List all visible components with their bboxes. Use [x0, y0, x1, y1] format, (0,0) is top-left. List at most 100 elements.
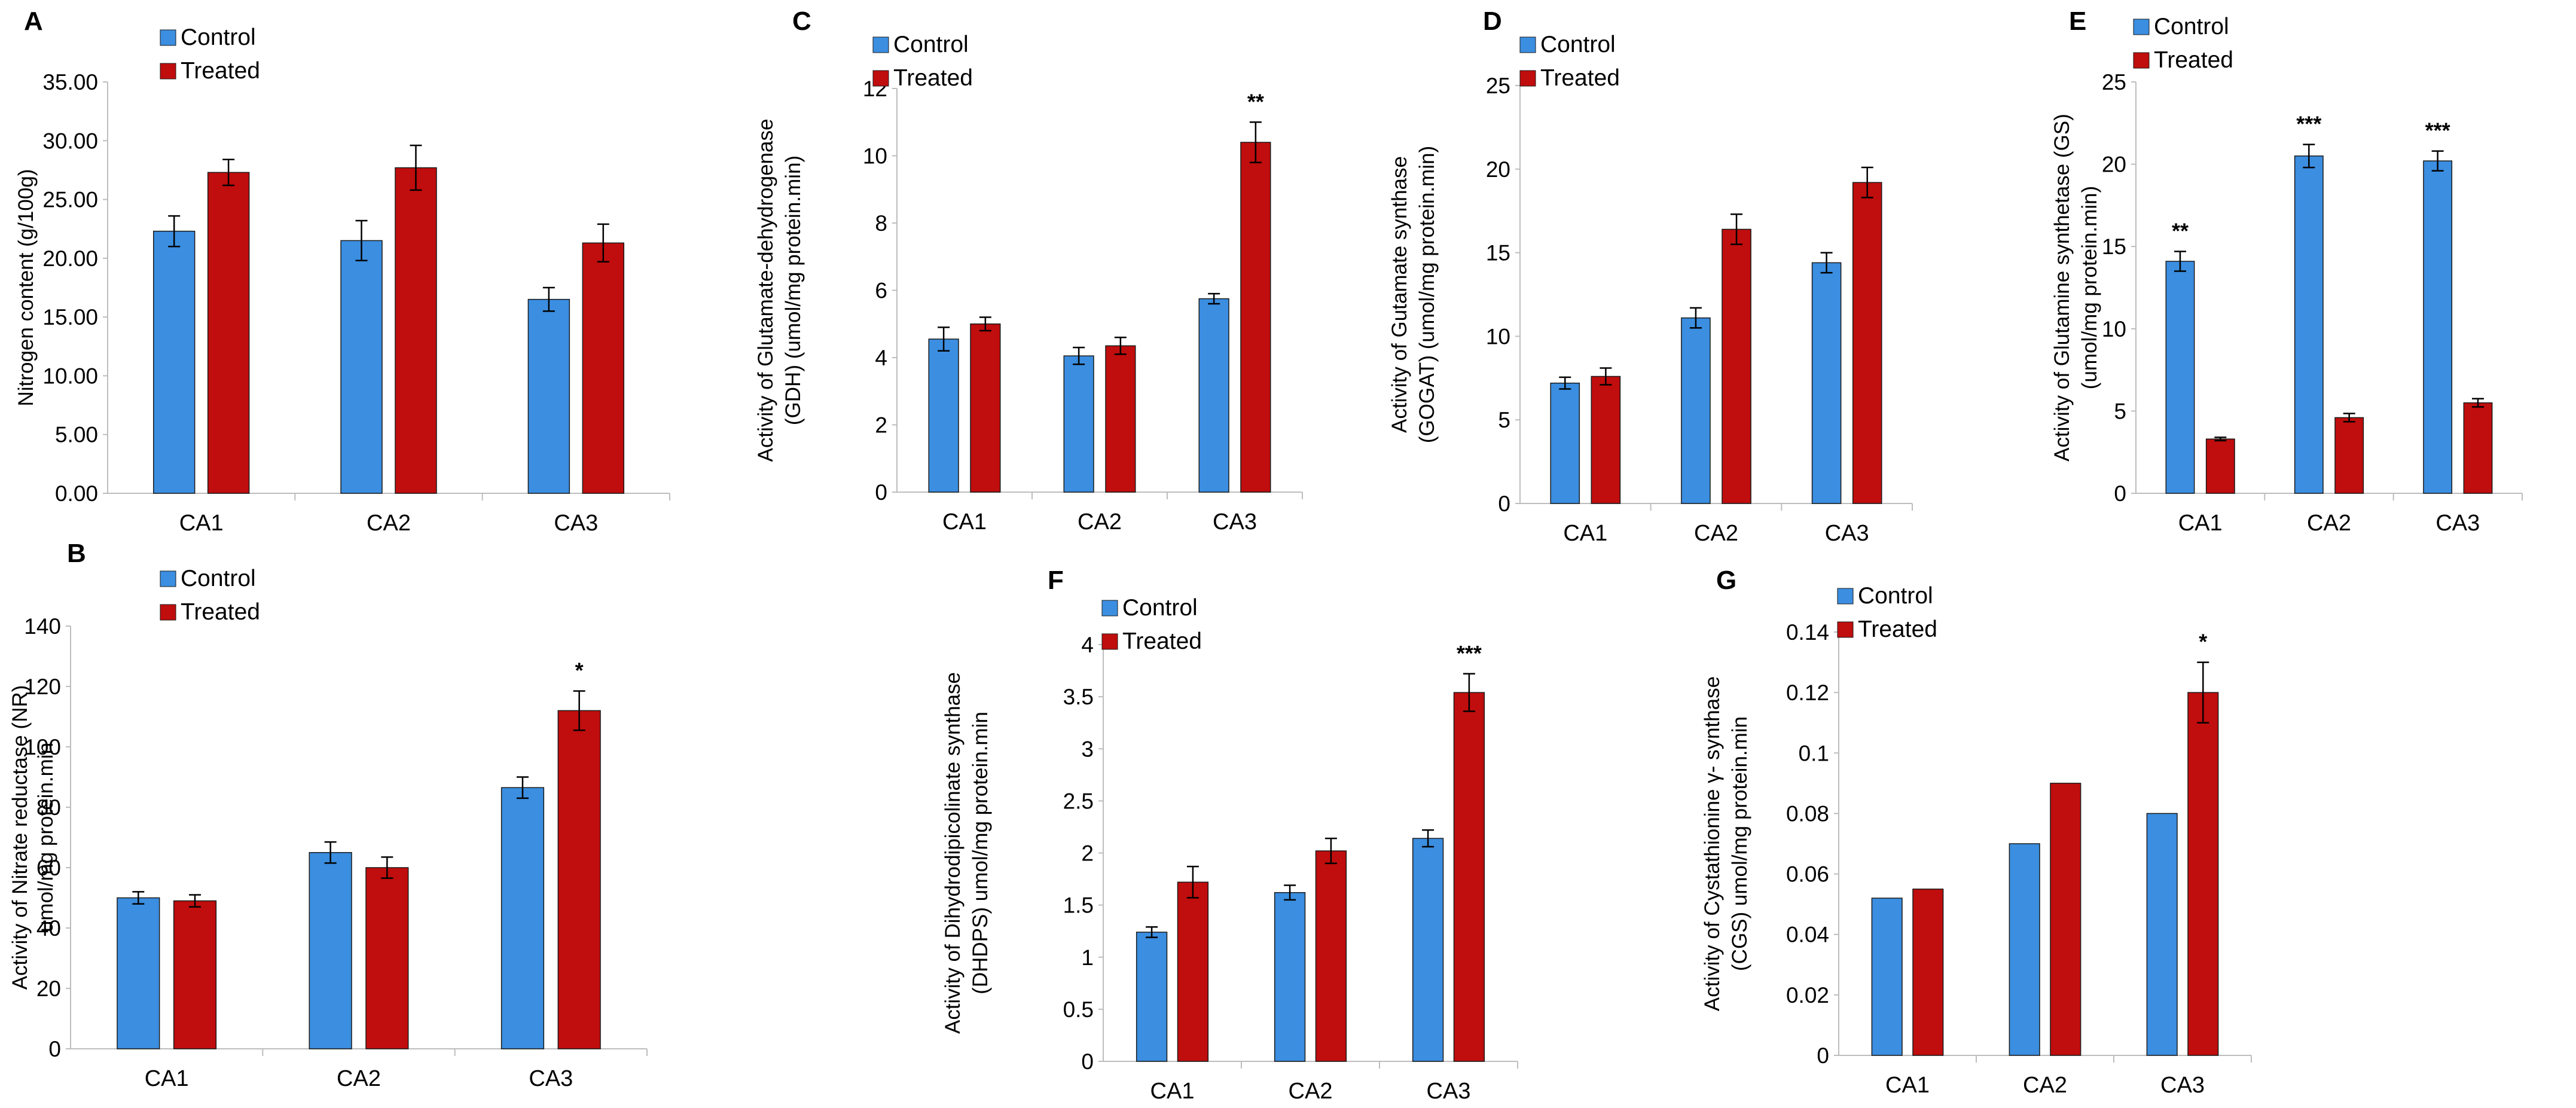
legend: Control Treated [872, 32, 973, 91]
bar-treated-ca2 [2050, 783, 2081, 1056]
y-tick-label: 25 [2102, 70, 2126, 94]
bar-treated-ca1 [1591, 376, 1621, 504]
y-tick-label: 0 [48, 1037, 61, 1061]
y-tick-label: 0.04 [1786, 923, 1829, 947]
y-tick-label: 0 [875, 480, 887, 505]
x-tick-label: CA3 [2160, 1073, 2205, 1098]
bar-treated-ca1 [970, 323, 1001, 493]
y-tick-label: 3 [1081, 737, 1094, 761]
panel-d: D 0 5 10 15 20 25 Activity of Gutamate synthase… [1388, 7, 1913, 546]
y-tick-label: 3.5 [1063, 685, 1094, 709]
panel-a: A 0.00 5.00 10.00 15.00 20.00 25.00 30.00 35.00 N… [14, 7, 670, 536]
y-axis-label: Activity of Dihydrodipicolinate synthase [941, 672, 965, 1034]
y-tick-label: 10 [1486, 324, 1510, 349]
bar-control-ca1 [928, 338, 959, 493]
bar-control-ca2 [309, 852, 352, 1049]
legend: Control Treated [1519, 32, 1620, 91]
x-tick-label: CA1 [1563, 521, 1607, 546]
y-axis-label: Activity of Glutamine synthetase (GS) [2050, 114, 2074, 462]
legend: Control Treated [2133, 14, 2233, 73]
bar-control-ca2 [1681, 317, 1711, 504]
bar-control-ca3 [500, 787, 545, 1049]
legend-label-treated: Treated [1540, 65, 1620, 91]
y-tick-label: 40 [36, 916, 61, 941]
bar-treated-ca3 [1852, 182, 1882, 504]
significance-marker: * [575, 658, 584, 683]
x-tick-label: CA3 [554, 511, 598, 536]
x-tick-label: CA3 [1825, 521, 1869, 546]
legend-swatch-treated [160, 63, 176, 80]
y-tick-label: 25.00 [42, 188, 98, 212]
y-tick-label: 0 [2114, 481, 2126, 506]
bar-control-ca2 [2294, 155, 2324, 494]
y-tick-label: 1.5 [1063, 893, 1094, 918]
y-tick-label: 0 [1081, 1049, 1094, 1074]
panel-letter: E [2069, 7, 2086, 36]
y-tick-label: 0.06 [1786, 862, 1829, 887]
y-tick-label: 2.5 [1063, 789, 1094, 813]
legend-label-treated: Treated [893, 65, 973, 91]
y-tick-label: 100 [24, 735, 61, 759]
x-tick-label: CA2 [1078, 509, 1122, 535]
y-tick-label: 5.00 [55, 423, 98, 447]
legend-label-control: Control [2154, 14, 2229, 39]
x-tick-label: CA1 [145, 1066, 189, 1091]
legend-label-treated: Treated [2154, 47, 2233, 73]
significance-marker: ** [1247, 89, 1264, 114]
bar-treated-ca2 [365, 867, 409, 1049]
y-tick-label: 0.12 [1786, 680, 1829, 705]
legend-swatch-control [1837, 588, 1854, 605]
x-tick-label: CA1 [179, 511, 224, 536]
y-axis-label: (GDH) (umol/mg protein.min) [782, 155, 805, 425]
y-tick-label: 20 [1486, 157, 1510, 182]
x-tick-label: CA1 [1885, 1073, 1930, 1098]
x-tick-label: CA1 [2178, 511, 2223, 536]
y-tick-label: 1 [1081, 945, 1094, 970]
panel-letter: C [792, 7, 811, 36]
y-axis-label: Activity of Nitrate reductase (NR) [8, 685, 32, 990]
y-tick-label: 5 [2114, 399, 2126, 423]
legend-label-treated: Treated [181, 599, 260, 625]
legend-swatch-treated [2133, 52, 2150, 69]
y-tick-label: 0.5 [1063, 997, 1094, 1022]
legend-label-control: Control [1122, 595, 1198, 621]
bar-treated-ca1 [207, 172, 250, 494]
bar-control-ca3 [527, 298, 570, 494]
y-axis-label: Activity of Cystathionine γ- synthase [1701, 676, 1724, 1011]
bar-control-ca1 [1550, 382, 1580, 504]
y-tick-label: 25 [1486, 74, 1510, 98]
y-axis-label: (CGS) umol/mg protein.min [1728, 716, 1751, 971]
panel-letter: B [67, 539, 86, 568]
bar-control-ca3 [2423, 160, 2453, 494]
y-tick-label: 4 [1081, 633, 1094, 657]
bar-control-ca1 [1871, 898, 1903, 1056]
bar-control-ca2 [1274, 892, 1306, 1062]
legend: Control Treated [1101, 595, 1202, 654]
y-tick-label: 15 [1486, 241, 1510, 265]
y-axis-label: (umol/mg protein.min) [2078, 186, 2101, 389]
y-tick-label: 0.02 [1786, 983, 1829, 1008]
legend-swatch-treated [1519, 70, 1536, 87]
y-tick-label: 20 [2102, 152, 2126, 177]
bar-control-ca2 [340, 240, 383, 494]
y-tick-label: 10 [863, 144, 887, 169]
bar-treated-ca3 [2187, 692, 2219, 1056]
panel-f: F 0 0.5 1 1.5 2 2.5 3 3.5 4 Activity of Dihydrodip… [941, 566, 1518, 1104]
x-tick-label: CA3 [1213, 509, 1257, 535]
significance-marker: *** [2425, 118, 2450, 143]
y-tick-label: 10 [2102, 317, 2126, 341]
legend-swatch-control [160, 29, 176, 46]
significance-marker: ** [2172, 218, 2189, 243]
y-axis-label: Activity of Gutamate synthase [1388, 156, 1411, 433]
legend-swatch-treated [872, 70, 889, 87]
y-axis-label: (DHDPS) umol/mg protein.min [969, 712, 992, 994]
legend: Control Treated [1837, 583, 1937, 642]
y-tick-label: 35.00 [42, 70, 98, 94]
legend-swatch-treated [1101, 633, 1118, 650]
legend-label-treated: Treated [181, 58, 260, 84]
x-tick-label: CA1 [1150, 1079, 1195, 1104]
bar-treated-ca1 [1912, 889, 1944, 1056]
legend-swatch-treated [160, 604, 176, 621]
x-tick-label: CA3 [1427, 1079, 1471, 1104]
